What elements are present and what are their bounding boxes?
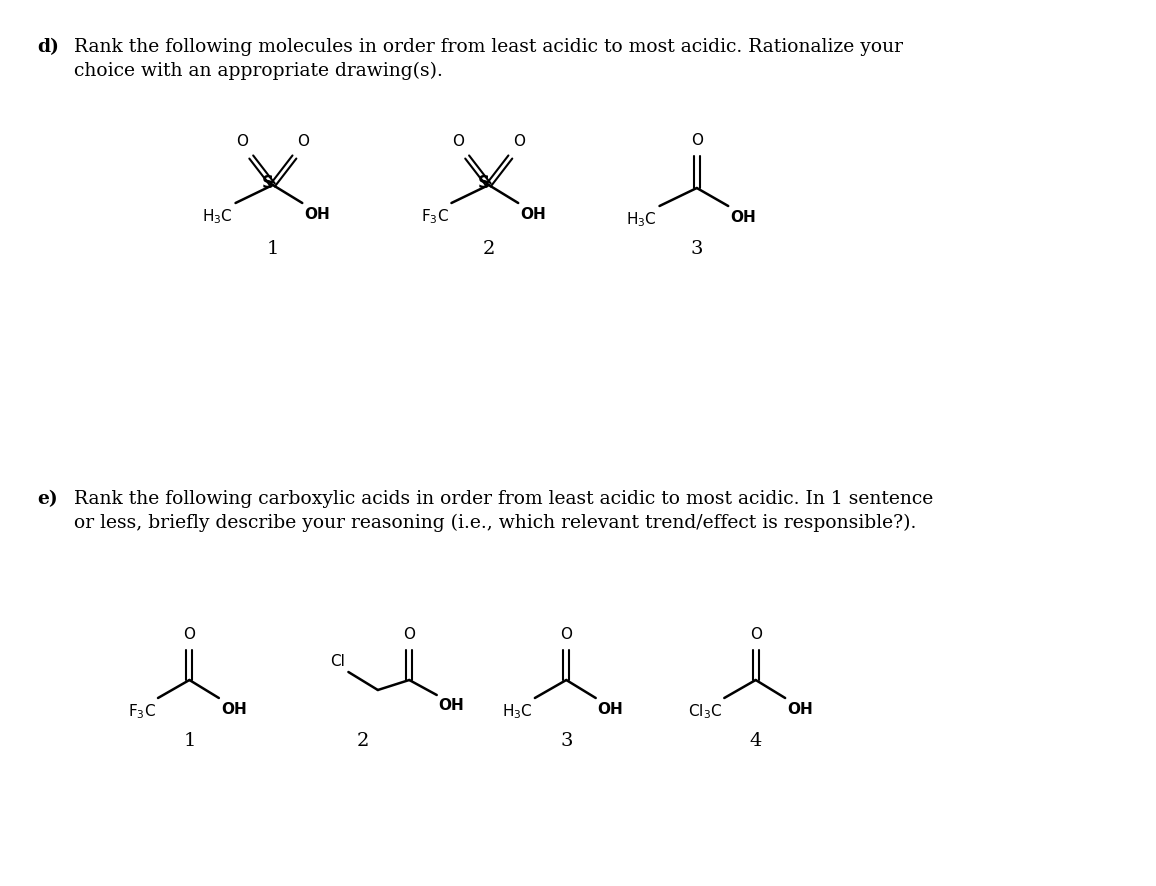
- Text: Cl$_3$C: Cl$_3$C: [688, 702, 722, 720]
- Text: O: O: [184, 627, 195, 642]
- Text: or less, briefly describe your reasoning (i.e., which relevant trend/effect is r: or less, briefly describe your reasoning…: [74, 514, 916, 532]
- Text: 2: 2: [482, 240, 495, 258]
- Text: e): e): [37, 490, 58, 508]
- Text: d): d): [37, 38, 59, 56]
- Text: 1: 1: [184, 732, 195, 750]
- Text: Cl: Cl: [331, 654, 346, 669]
- Text: choice with an appropriate drawing(s).: choice with an appropriate drawing(s).: [74, 62, 443, 81]
- Text: O: O: [236, 134, 249, 149]
- Text: Rank the following carboxylic acids in order from least acidic to most acidic. I: Rank the following carboxylic acids in o…: [74, 490, 933, 508]
- Text: O: O: [297, 134, 310, 149]
- Text: O: O: [691, 133, 703, 148]
- Text: 1: 1: [267, 240, 279, 258]
- Text: 4: 4: [749, 732, 762, 750]
- Text: H$_3$C: H$_3$C: [502, 702, 533, 720]
- Text: O: O: [561, 627, 572, 642]
- Text: F$_3$C: F$_3$C: [128, 702, 156, 720]
- Text: OH: OH: [438, 698, 465, 713]
- Text: F$_3$C: F$_3$C: [421, 207, 449, 226]
- Text: O: O: [750, 627, 762, 642]
- Text: OH: OH: [520, 207, 546, 222]
- Text: 3: 3: [690, 240, 703, 258]
- Text: OH: OH: [731, 210, 756, 225]
- Text: OH: OH: [304, 207, 329, 222]
- Text: S: S: [262, 174, 274, 192]
- Text: Rank the following molecules in order from least acidic to most acidic. Rational: Rank the following molecules in order fr…: [74, 38, 903, 56]
- Text: OH: OH: [221, 702, 246, 717]
- Text: OH: OH: [787, 702, 813, 717]
- Text: 2: 2: [357, 732, 369, 750]
- Text: OH: OH: [598, 702, 623, 717]
- Text: H$_3$C: H$_3$C: [202, 207, 232, 226]
- Text: O: O: [403, 627, 415, 642]
- Text: S: S: [477, 174, 490, 192]
- Text: 3: 3: [560, 732, 572, 750]
- Text: O: O: [513, 134, 525, 149]
- Text: H$_3$C: H$_3$C: [625, 210, 657, 229]
- Text: O: O: [452, 134, 465, 149]
